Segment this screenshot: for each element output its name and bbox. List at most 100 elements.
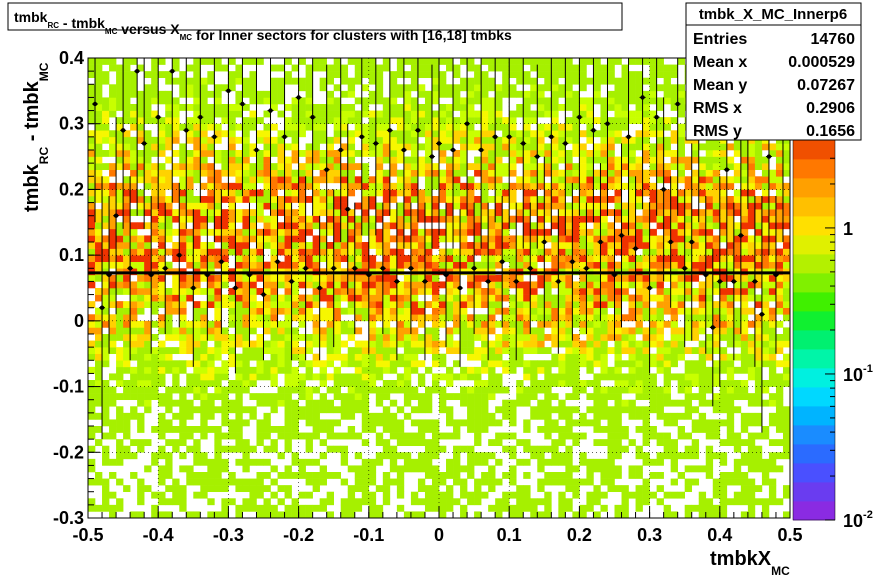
heatmap-cell — [544, 426, 552, 433]
heatmap-cell — [354, 150, 363, 157]
heatmap-cell — [495, 478, 503, 486]
heatmap-cell — [123, 485, 131, 493]
heatmap-cell — [698, 491, 707, 499]
heatmap-cell — [417, 163, 426, 171]
heatmap-cell — [488, 209, 496, 217]
heatmap-cell — [375, 228, 384, 236]
heatmap-cell — [544, 399, 552, 407]
heatmap-cell — [382, 472, 391, 479]
heatmap-cell — [586, 248, 594, 256]
heatmap-cell — [361, 406, 370, 414]
heatmap-cell — [733, 143, 742, 151]
heatmap-cell — [768, 353, 777, 361]
heatmap-cell — [102, 182, 110, 190]
heatmap-cell — [740, 353, 749, 361]
heatmap-cell — [614, 182, 622, 190]
heatmap-cell — [165, 347, 173, 355]
heatmap-cell — [600, 334, 608, 341]
heatmap-cell — [389, 215, 398, 223]
heatmap-cell — [417, 196, 426, 203]
heatmap-cell — [677, 426, 685, 433]
heatmap-cell — [95, 150, 103, 157]
heatmap-cell — [256, 334, 264, 341]
heatmap-cell — [782, 248, 791, 256]
heatmap-cell — [326, 294, 334, 302]
heatmap-cell — [326, 248, 334, 256]
heatmap-cell — [551, 104, 559, 111]
heatmap-cell — [460, 340, 468, 348]
heatmap-cell — [116, 228, 124, 236]
heatmap-cell — [151, 334, 159, 341]
heatmap-cell — [389, 419, 398, 427]
heatmap-cell — [600, 176, 608, 184]
heatmap-cell — [719, 478, 728, 486]
heatmap-cell — [607, 320, 615, 328]
heatmap-cell — [516, 176, 524, 184]
heatmap-cell — [628, 196, 636, 203]
heatmap-cell — [509, 150, 517, 157]
heatmap-cell — [502, 386, 510, 394]
heatmap-cell — [495, 163, 503, 171]
heatmap-cell — [228, 294, 236, 302]
heatmap-cell — [270, 104, 278, 111]
heatmap-cell — [579, 340, 587, 348]
heatmap-cell — [235, 373, 243, 381]
heatmap-cell — [396, 327, 405, 335]
heatmap-cell — [663, 445, 671, 453]
heatmap-cell — [614, 156, 622, 164]
heatmap-cell — [312, 261, 320, 269]
heatmap-cell — [754, 222, 763, 230]
heatmap-cell — [747, 445, 756, 453]
heatmap-cell — [642, 439, 650, 447]
heatmap-cell — [102, 130, 110, 138]
heatmap-cell — [460, 261, 468, 269]
heatmap-cell — [509, 202, 517, 210]
heatmap-cell — [649, 360, 657, 368]
heatmap-cell — [537, 182, 545, 190]
heatmap-cell — [523, 439, 531, 447]
heatmap-cell — [221, 445, 229, 453]
heatmap-cell — [747, 294, 756, 302]
heatmap-cell — [663, 504, 671, 512]
heatmap-cell — [684, 412, 693, 420]
heatmap-cell — [446, 123, 454, 131]
heatmap-cell — [165, 123, 173, 131]
heatmap-cell — [221, 209, 229, 217]
heatmap-cell — [691, 274, 700, 282]
heatmap-cell — [165, 334, 173, 341]
heatmap-cell — [130, 452, 138, 460]
heatmap-cell — [228, 419, 236, 427]
heatmap-cell — [509, 215, 517, 223]
heatmap-cell — [193, 202, 201, 210]
heatmap-cell — [579, 182, 587, 190]
heatmap-cell — [144, 288, 152, 295]
heatmap-cell — [691, 228, 700, 236]
heatmap-cell — [740, 511, 749, 519]
heatmap-cell — [228, 222, 236, 230]
heatmap-cell — [446, 498, 454, 506]
heatmap-cell — [614, 406, 622, 414]
heatmap-cell — [214, 485, 222, 493]
heatmap-cell — [165, 472, 173, 479]
heatmap-cell — [698, 340, 707, 348]
heatmap-cell — [579, 202, 587, 210]
heatmap-cell — [256, 150, 264, 157]
heatmap-cell — [635, 228, 643, 236]
heatmap-cell — [130, 189, 138, 197]
heatmap-cell — [558, 248, 566, 256]
heatmap-cell — [649, 314, 657, 322]
heatmap-cell — [284, 215, 292, 223]
heatmap-cell — [663, 242, 671, 249]
heatmap-cell — [537, 485, 545, 493]
heatmap-cell — [340, 248, 349, 256]
heatmap-cell — [333, 255, 342, 263]
heatmap-cell — [382, 380, 391, 387]
heatmap-cell — [726, 182, 735, 190]
heatmap-cell — [649, 130, 657, 138]
heatmap-cell — [544, 301, 552, 309]
heatmap-cell — [537, 274, 545, 282]
heatmap-cell — [144, 242, 152, 249]
heatmap-cell — [277, 110, 285, 118]
heatmap-cell — [312, 130, 320, 138]
heatmap-cell — [530, 498, 538, 506]
